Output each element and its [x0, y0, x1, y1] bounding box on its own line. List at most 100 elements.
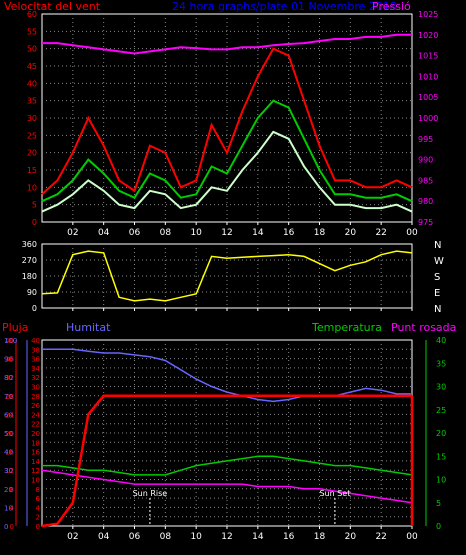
wind-y-tick-label: 20: [27, 149, 37, 158]
header-left-title: Velocitat del vent: [4, 0, 101, 13]
humitat-y-tick-label: 40: [4, 449, 13, 457]
humitat-y-tick-label: 80: [4, 374, 13, 382]
wind-y-tick-label: 40: [27, 79, 37, 88]
pluja-inner-tick-label: 12: [31, 467, 40, 475]
direction-y-tick-label: 180: [22, 272, 37, 281]
humitat-y-tick-label: 70: [4, 393, 13, 401]
pluja-y-tick-label: 12: [5, 467, 14, 475]
humitat-y-tick-label: 50: [4, 430, 13, 438]
pressure-y-tick-label: 980: [418, 197, 433, 206]
pluja-inner-tick-label: 24: [31, 411, 40, 419]
x-tick-label: 18: [314, 228, 326, 238]
x-tick-label: 12: [221, 228, 232, 238]
temperatura-y-tick-label: 40: [436, 336, 446, 345]
pluja-inner-tick-label: 28: [31, 393, 40, 401]
wind-y-tick-label: 5: [32, 201, 37, 210]
pluja-inner-tick-label: 26: [31, 402, 40, 410]
x-tick-label: 10: [190, 532, 202, 542]
pluja-inner-tick-label: 10: [31, 477, 40, 485]
direction-y-tick-label: 0: [32, 304, 37, 313]
pluja-inner-tick-label: 40: [31, 337, 40, 345]
pluja-series: [41, 394, 412, 528]
x-tick-label: 02: [67, 532, 78, 542]
pressure-y-tick-label: 975: [418, 218, 433, 227]
temperatura-y-tick-label: 10: [436, 476, 446, 485]
pressure-y-tick-label: 1000: [418, 114, 438, 123]
legend-temperatura: Temperatura: [311, 321, 382, 334]
temperatura-y-tick-label: 15: [436, 452, 446, 461]
temperatura-series: [42, 455, 413, 476]
x-tick-label: 08: [160, 228, 172, 238]
wind-y-tick-label: 0: [32, 218, 37, 227]
legend-punt-rosada: Punt rosada: [391, 321, 456, 334]
humitat-y-tick-label: 90: [4, 356, 13, 364]
pluja-inner-tick-label: 32: [31, 374, 40, 382]
temperatura-y-tick-label: 25: [436, 406, 446, 415]
pluja-y-tick-label: 4: [10, 504, 15, 512]
wind-gust-series: [41, 47, 413, 196]
x-tick-label: 08: [160, 532, 172, 542]
pressure-y-tick-label: 990: [418, 156, 433, 165]
legend-humitat: Humitat: [66, 321, 111, 334]
header-right-title: Pressió: [372, 0, 411, 13]
pluja-inner-tick-label: 16: [31, 449, 40, 457]
wind-y-tick-label: 25: [27, 131, 37, 140]
pressure-y-tick-label: 1010: [418, 72, 438, 81]
wind-y-tick-label: 15: [27, 166, 37, 175]
x-tick-label: 10: [190, 228, 202, 238]
pressure-y-tick-label: 985: [418, 176, 433, 185]
pluja-y-tick-label: 16: [5, 449, 14, 457]
compass-label: S: [434, 272, 440, 283]
wind-low-series: [41, 130, 413, 213]
compass-label: W: [434, 256, 444, 267]
compass-label: E: [434, 288, 440, 299]
pluja-y-tick-label: 28: [5, 393, 14, 401]
pluja-y-tick-label: 0: [10, 523, 14, 531]
pressure-y-tick-label: 995: [418, 135, 433, 144]
x-tick-label: 14: [252, 228, 264, 238]
x-tick-label: 06: [129, 228, 141, 238]
direction-y-tick-label: 90: [27, 288, 37, 297]
wind-y-tick-label: 45: [27, 62, 37, 71]
wind-direction-series: [41, 250, 413, 302]
x-tick-label: 16: [283, 228, 295, 238]
x-tick-label: 22: [375, 532, 386, 542]
pluja-y-tick-label: 32: [5, 374, 14, 382]
header-center-title: 24 hora graphs/plate 01 Novembre 2018: [172, 0, 397, 13]
wind-y-tick-label: 60: [27, 10, 37, 19]
wind-y-tick-label: 35: [27, 97, 37, 106]
wind-y-tick-label: 10: [27, 183, 37, 192]
x-tick-label: 00: [406, 532, 418, 542]
pressure-y-tick-label: 1025: [418, 10, 438, 19]
pluja-inner-tick-label: 8: [36, 486, 40, 494]
wind-average-series: [41, 99, 413, 203]
x-tick-label: 04: [98, 228, 110, 238]
sun-rise-label: Sun Rise: [133, 489, 168, 498]
punt-rosada-series: [41, 469, 413, 504]
pluja-inner-tick-label: 2: [36, 514, 40, 522]
temperatura-y-tick-label: 5: [436, 499, 441, 508]
x-tick-label: 20: [345, 532, 357, 542]
pluja-y-tick-label: 8: [10, 486, 14, 494]
wind-y-tick-label: 50: [27, 45, 37, 54]
temperatura-y-tick-label: 0: [436, 522, 441, 531]
x-tick-label: 04: [98, 532, 110, 542]
pluja-inner-tick-label: 22: [31, 421, 40, 429]
x-tick-label: 22: [375, 228, 386, 238]
compass-label: N: [434, 304, 441, 315]
humitat-y-tick-label: 10: [4, 504, 13, 512]
humitat-series: [42, 348, 412, 403]
pluja-inner-tick-label: 36: [31, 356, 40, 364]
pluja-y-tick-label: 36: [5, 356, 14, 364]
x-tick-label: 12: [221, 532, 232, 542]
x-tick-label: 18: [314, 532, 326, 542]
wind-y-tick-label: 30: [27, 114, 37, 123]
x-tick-label: 00: [406, 228, 418, 238]
pluja-inner-tick-label: 18: [31, 439, 40, 447]
pressure-series: [42, 33, 412, 55]
pressure-y-tick-label: 1020: [418, 31, 438, 40]
humitat-y-tick-label: 30: [4, 467, 13, 475]
temperatura-y-tick-label: 30: [436, 383, 446, 392]
sun-set-label: Sun Set: [319, 489, 350, 498]
